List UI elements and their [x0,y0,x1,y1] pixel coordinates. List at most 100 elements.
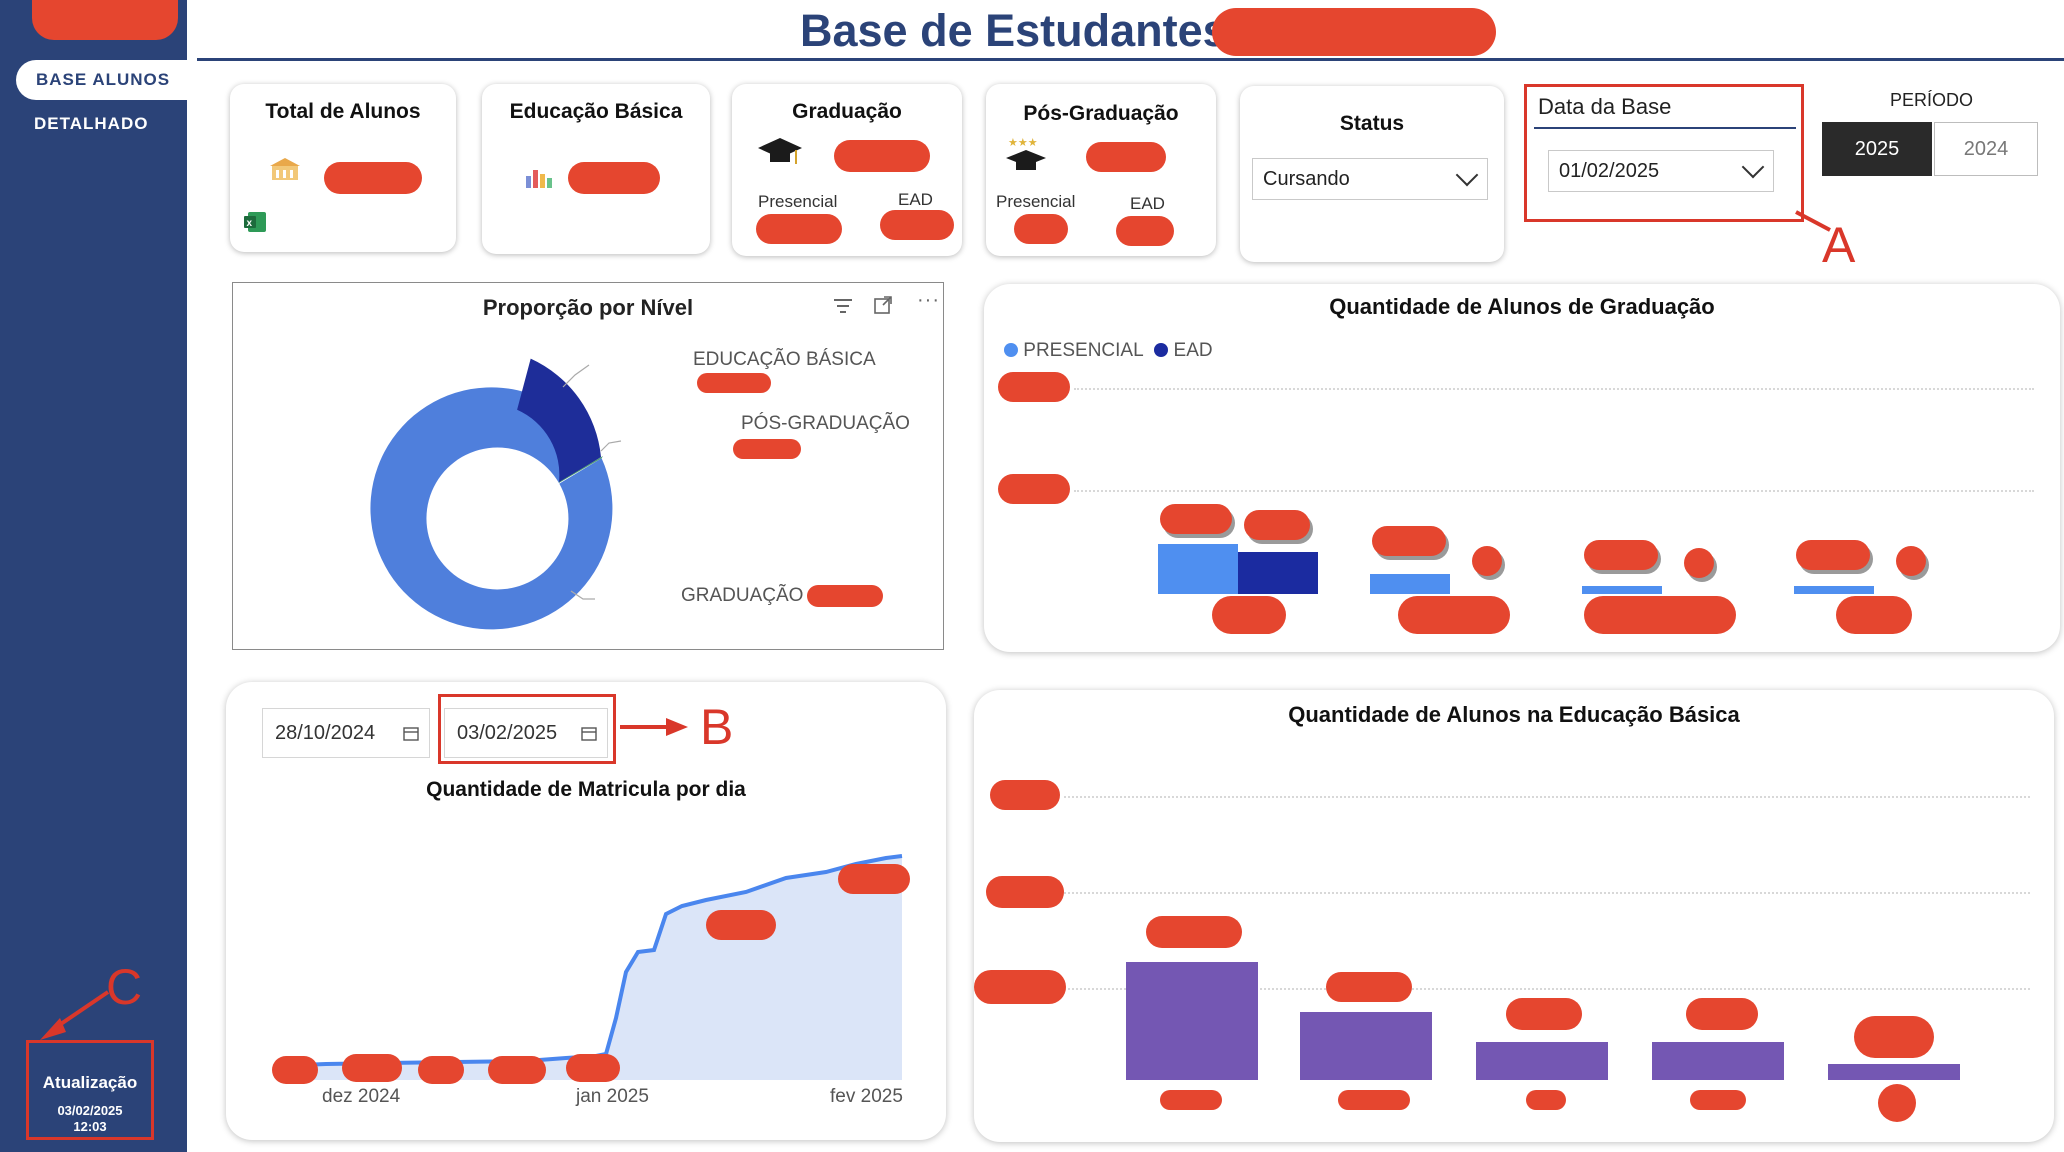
donut-title: Proporção por Nível [482,295,694,320]
status-dropdown[interactable]: Cursando [1252,158,1488,200]
redacted-data-label [272,1056,318,1084]
redacted-graduacao-share [807,585,883,607]
donut-chart [370,358,613,630]
annotation-b-box [438,694,616,764]
calendar-icon [581,727,597,741]
donut-panel: Proporção por Nível ··· EDUCAÇÃO BÁSICA … [232,282,944,650]
nav-base-alunos[interactable]: BASE ALUNOS [16,60,196,100]
status-filter-title: Status [1339,112,1405,135]
redacted-y-tick [998,372,1070,402]
redacted-data-label [1896,546,1926,576]
bar-basica[interactable] [1476,1042,1608,1080]
redacted-y-tick [974,970,1066,1004]
chevron-down-icon [1455,163,1479,187]
redacted-pos-share [733,439,801,459]
kpi-pos-presencial-label: Presencial [996,192,1076,211]
kpi-basica-title: Educação Básica [509,100,683,123]
bar-ead[interactable] [1238,552,1318,594]
x-tick-jan: jan 2025 [576,1086,649,1107]
sidebar [0,0,187,1152]
date-from-value: 28/10/2024 [275,722,376,744]
gridline [1074,388,2034,390]
graduacao-legend: PRESENCIAL EAD [1004,340,1213,362]
data-base-dropdown[interactable]: 01/02/2025 [1548,150,1774,192]
redacted-category-label [1836,596,1912,634]
redacted-y-tick [998,474,1070,504]
kpi-graduacao-presencial-label: Presencial [758,192,838,211]
data-base-underline [1534,127,1796,129]
chevron-down-icon [1741,155,1765,179]
redacted-category-label [1212,596,1286,634]
redacted-category-label [1338,1090,1410,1110]
kpi-total-title: Total de Alunos [265,100,421,123]
redacted-data-label [1146,916,1242,948]
update-label: Atualização [42,1073,138,1092]
periodo-2024-button[interactable]: 2024 [1934,122,2038,176]
basica-chart-panel: Quantidade de Alunos na Educação Básica [974,690,2054,1142]
nav-detalhado[interactable]: DETALHADO [34,114,149,133]
redacted-category-label [1160,1090,1222,1110]
update-date: 03/02/2025 [57,1103,123,1118]
more-options-icon[interactable]: ··· [917,289,940,311]
redacted-data-label [488,1056,546,1084]
gridline [1074,490,2034,492]
annotation-a-box [1524,84,1804,222]
bar-presencial[interactable] [1794,586,1874,594]
redacted-pos-presencial [1014,214,1068,244]
redacted-data-label [1854,1016,1934,1058]
kpi-educacao-basica: Educação Básica [482,84,710,254]
legend-dot-presencial [1004,343,1018,357]
redacted-y-tick [986,876,1064,908]
gridline [1064,892,2030,894]
date-to-input[interactable]: 03/02/2025 [444,708,608,758]
donut-slice-basica [517,358,601,483]
bar-basica[interactable] [1652,1042,1784,1080]
status-dropdown-value: Cursando [1263,168,1350,190]
redacted-data-label [1372,526,1446,556]
annotation-c-arrow [40,990,110,1040]
bar-presencial[interactable] [1158,544,1238,594]
redacted-data-label [418,1056,464,1084]
kpi-pos-title: Pós-Graduação [1023,102,1179,125]
title-divider [197,58,2064,61]
bar-basica[interactable] [1126,962,1258,1080]
svg-text:★★★: ★★★ [1008,136,1038,149]
redacted-y-tick [990,780,1060,810]
donut-label-basica: EDUCAÇÃO BÁSICA [693,349,876,370]
redacted-pos-ead [1116,216,1174,246]
redacted-data-label [566,1054,620,1082]
date-from-input[interactable]: 28/10/2024 [262,708,430,758]
redacted-basica-value [568,162,660,194]
filter-icon[interactable] [833,297,853,315]
focus-mode-icon[interactable] [873,295,893,315]
excel-icon[interactable]: x [244,210,268,234]
status-filter-card: Status Cursando [1240,86,1504,262]
legend-presencial: PRESENCIAL [1023,340,1143,361]
kpi-total-alunos: Total de Alunos x [230,84,456,252]
redacted-logo [32,0,178,40]
graduacao-chart-title: Quantidade de Alunos de Graduação [1329,294,1715,319]
redacted-category-label [1398,596,1510,634]
kpi-graduacao-title: Graduação [792,100,902,123]
periodo-2025-button[interactable]: 2025 [1822,122,1932,176]
redacted-data-label [1326,972,1412,1002]
matricula-area [276,856,902,1080]
data-base-label: Data da Base [1538,94,1672,119]
data-base-dropdown-value: 01/02/2025 [1559,160,1660,182]
redacted-data-label [1472,546,1502,576]
donut-leaders [562,364,622,600]
graduation-cap-icon [758,138,802,164]
page-title: Base de Estudantes [800,5,1228,56]
bar-presencial[interactable] [1582,586,1662,594]
bar-basica[interactable] [1300,1012,1432,1080]
redacted-pos-value [1086,142,1166,172]
redacted-data-label [706,910,776,940]
update-time: 12:03 [73,1119,107,1134]
bar-basica[interactable] [1828,1064,1960,1080]
legend-ead: EAD [1173,340,1213,361]
redacted-total-value [324,162,422,194]
kpi-pos-ead-label: EAD [1130,194,1165,213]
annotation-b-label: B [700,699,734,755]
kpi-graduacao: Graduação Presencial EAD [732,84,962,256]
bar-presencial[interactable] [1370,574,1450,594]
